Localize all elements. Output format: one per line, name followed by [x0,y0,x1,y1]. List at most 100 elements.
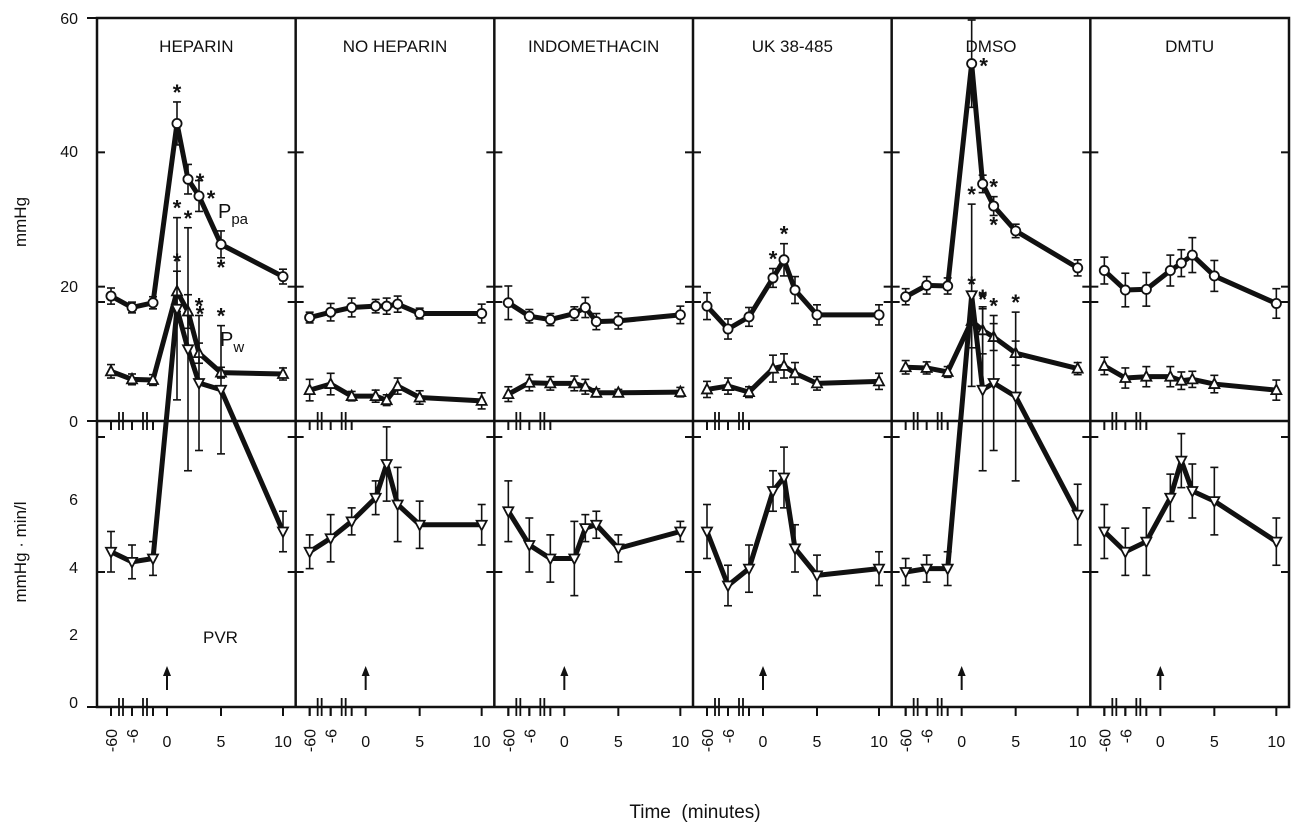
series-pvr-point [1207,496,1221,509]
series-pw-point [673,384,687,398]
y-axis-label-pressure: mmHg [11,197,30,247]
series-pw-point [413,390,427,403]
series-ppa-point [277,271,289,283]
series-pw-point [1174,373,1188,386]
series-pw-point [522,375,536,388]
series-ppa-significance-star: * [207,186,216,211]
series-pw-point [324,376,338,389]
y-tick-label-top: 0 [69,414,78,431]
series-pvr-point [276,526,290,539]
series-pw-point [777,358,791,371]
series-pw-point [1163,369,1177,382]
series-pvr-point [721,580,735,593]
series-pw-point [391,378,405,391]
series-ppa-point [674,309,686,321]
x-tick-label: 10 [870,734,888,751]
series-pvr-point [1009,391,1023,404]
series-pvr-point [181,344,195,357]
series-pw-point [1185,371,1199,385]
x-tick-label: 10 [671,734,689,751]
series-ppa-point [381,300,393,312]
series-ppa-point [325,306,337,318]
series-pvr-point [872,563,886,577]
series-pvr-point [192,378,206,391]
dose-arrow-head [1156,666,1165,676]
series-pvr-point [766,486,780,499]
series-pvr-point [810,570,824,583]
series-pvr-point [475,519,489,533]
series-pw-point [941,364,955,377]
x-tick-label: -60 [501,729,518,752]
series-pvr-point [920,563,934,577]
x-tick-label: 5 [217,734,226,751]
series-ppa-point [476,308,488,320]
series-pvr-point [1139,536,1153,550]
x-tick-label: -6 [920,729,937,743]
series-ppa-point [370,300,382,312]
series-pvr-line [505,508,683,561]
series-ppa-point [414,308,426,320]
series-ppa-point [579,301,591,313]
series-ppa-line [108,120,286,310]
series-ppa-point [171,117,183,129]
x-tick-label: 0 [759,734,768,751]
series-pvr-point [1163,492,1177,506]
series-pvr-point [1071,509,1085,523]
series-ppa-point [743,311,755,323]
x-tick-label: -60 [303,729,320,752]
series-pvr-point [170,303,184,317]
series-pvr-point [941,563,955,577]
dose-arrow-head [957,666,966,676]
series-ppa-point [900,291,912,303]
x-tick-label: 0 [361,734,370,751]
series-ppa-point [182,173,194,185]
series-pw-point [1097,358,1111,371]
series-pvr-point [700,526,714,539]
series-pw-point [146,372,160,385]
y-tick-label-bottom: 4 [69,560,78,577]
series-pvr-point [125,556,139,570]
dose-arrow-head [361,666,370,676]
series-pvr-point [501,506,515,519]
dose-arrow-head [163,666,171,676]
series-ppa-point [590,316,602,328]
series-ppa-significance-star: * [780,222,789,247]
panel-title: DMTU [1165,37,1214,56]
series-ppa-point [789,284,801,296]
series-pvr-point [324,533,338,546]
series-pw-point [1139,369,1153,382]
series-ppa-point [568,308,580,320]
series-pw-point [589,385,603,398]
x-tick-label: 5 [415,734,424,751]
series-pw-point [303,382,317,396]
series-pvr-significance-star: * [173,196,182,221]
series-ppa-point [1270,297,1282,309]
series-ppa-point [778,254,790,266]
series-ppa-significance-star: * [196,169,205,194]
series-pvr-point [1269,536,1283,550]
series-ppa-significance-star: * [979,54,988,79]
x-tick-label: 0 [163,734,172,751]
series-pw-point [721,378,735,391]
x-tick-label: 0 [1156,734,1165,751]
x-tick-label: 10 [1267,734,1285,751]
series-pvr-line [704,475,882,588]
series-pw-line [903,318,1081,375]
series-pw-significance-star: * [196,302,205,327]
series-pw-point [899,359,913,373]
y-tick-label-bottom: 0 [69,695,78,712]
series-ppa-point [873,309,885,321]
series-ppa-point [1010,225,1022,237]
series-ppa-point [304,312,316,324]
series-pvr-point [1185,486,1199,499]
x-tick-label: -6 [1118,729,1135,743]
series-pw-significance-star: * [978,285,987,310]
panel-title: DMSO [966,37,1017,56]
panel-title: HEPARIN [159,37,233,56]
y-axis-label-resistance: mmHg · min/l [11,501,30,602]
x-tick-label: 0 [957,734,966,751]
series-ppa-point [523,310,535,322]
x-axis-label: Time (minutes) [629,802,760,823]
series-pvr-point [976,384,990,398]
x-tick-label: 0 [560,734,569,751]
